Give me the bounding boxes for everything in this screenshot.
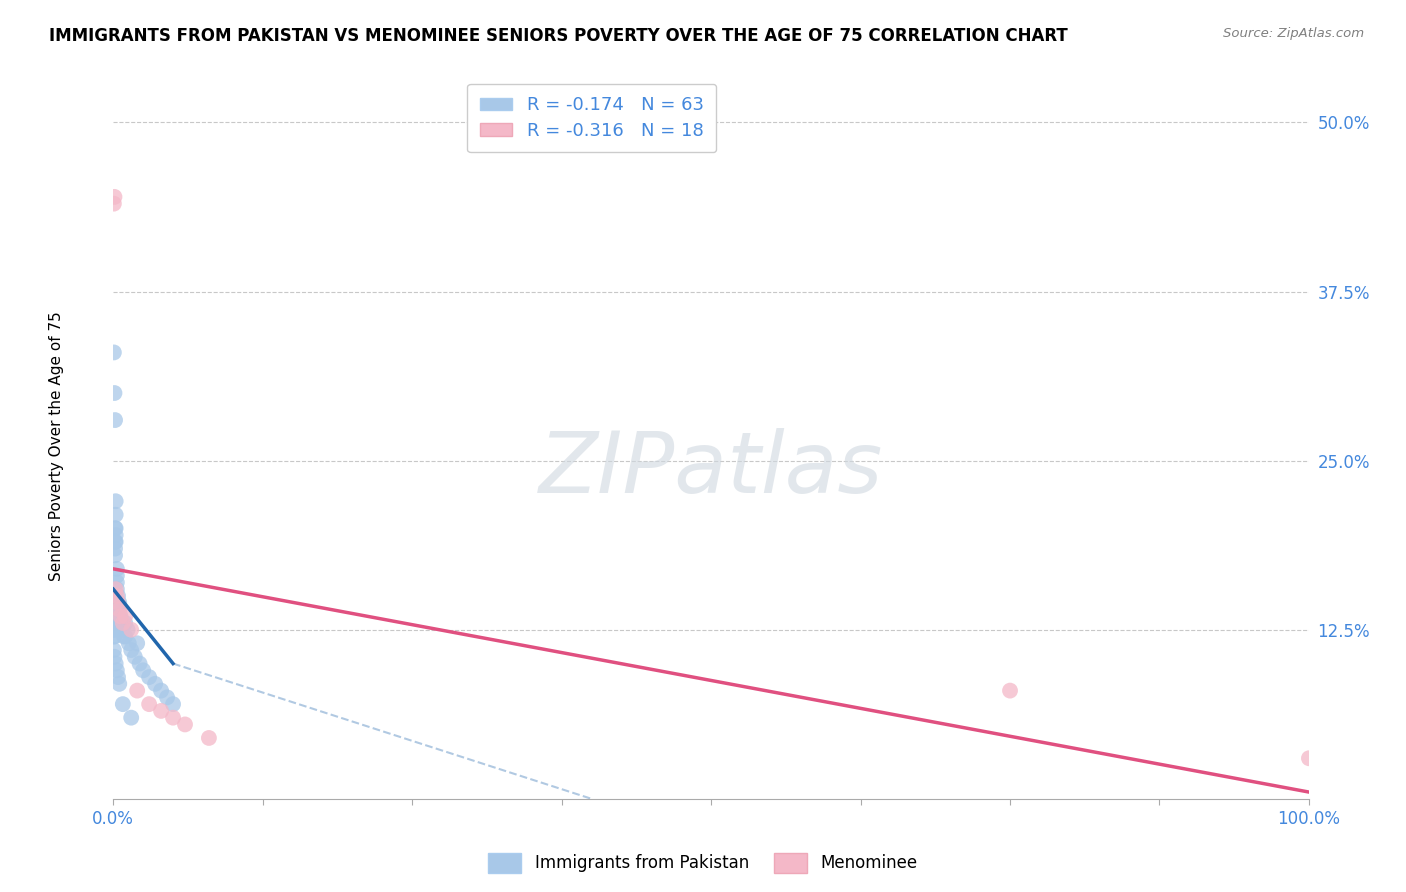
Point xyxy=(128,657,150,671)
Point xyxy=(998,683,1021,698)
Point xyxy=(104,534,127,549)
Point xyxy=(103,602,125,616)
Point xyxy=(103,596,125,610)
Point xyxy=(104,521,127,535)
Point xyxy=(103,615,125,630)
Point xyxy=(120,623,142,637)
Legend: R = -0.174   N = 63, R = -0.316   N = 18: R = -0.174 N = 63, R = -0.316 N = 18 xyxy=(467,84,716,153)
Point xyxy=(114,615,136,630)
Point xyxy=(104,494,127,508)
Text: Source: ZipAtlas.com: Source: ZipAtlas.com xyxy=(1223,27,1364,40)
Point xyxy=(108,596,131,610)
Point xyxy=(105,663,128,677)
Point xyxy=(138,697,160,711)
Point xyxy=(103,190,125,204)
Point xyxy=(107,589,129,603)
Point xyxy=(103,609,125,624)
Point xyxy=(104,508,127,522)
Point xyxy=(107,670,129,684)
Point xyxy=(103,630,125,644)
Point xyxy=(108,602,131,616)
Point xyxy=(111,615,134,630)
Point xyxy=(104,541,127,556)
Point xyxy=(111,623,134,637)
Point xyxy=(103,643,125,657)
Point xyxy=(162,711,184,725)
Point xyxy=(111,615,134,630)
Point xyxy=(114,609,136,624)
Point xyxy=(103,623,125,637)
Point xyxy=(150,704,173,718)
Point xyxy=(103,596,125,610)
Point xyxy=(162,697,184,711)
Point xyxy=(111,697,134,711)
Point xyxy=(124,649,146,664)
Point xyxy=(103,196,125,211)
Point xyxy=(108,677,131,691)
Point xyxy=(132,663,155,677)
Point xyxy=(118,636,141,650)
Point xyxy=(120,711,142,725)
Point xyxy=(105,582,128,596)
Point xyxy=(103,345,125,359)
Point xyxy=(104,413,127,427)
Point xyxy=(108,602,131,616)
Point xyxy=(105,562,128,576)
Point xyxy=(117,623,139,637)
Point xyxy=(107,596,129,610)
Point xyxy=(104,657,127,671)
Point xyxy=(107,596,129,610)
Point xyxy=(114,630,136,644)
Point xyxy=(150,683,173,698)
Point xyxy=(138,670,160,684)
Point xyxy=(111,623,134,637)
Point xyxy=(120,643,142,657)
Point xyxy=(110,615,132,630)
Point xyxy=(103,589,125,603)
Point xyxy=(103,602,125,616)
Point xyxy=(110,609,132,624)
Point xyxy=(143,677,166,691)
Text: ZIPatlas: ZIPatlas xyxy=(538,427,883,510)
Point xyxy=(108,609,131,624)
Point xyxy=(104,534,127,549)
Point xyxy=(1298,751,1320,765)
Point xyxy=(103,649,125,664)
Point xyxy=(156,690,179,705)
Point xyxy=(103,615,125,630)
Point xyxy=(198,731,221,745)
Point xyxy=(105,568,128,582)
Point xyxy=(112,630,135,644)
Point xyxy=(104,521,127,535)
Point xyxy=(103,630,125,644)
Point xyxy=(107,602,129,616)
Point xyxy=(127,683,149,698)
Point xyxy=(104,549,127,563)
Point xyxy=(103,623,125,637)
Point xyxy=(104,528,127,542)
Point xyxy=(105,589,128,603)
Point xyxy=(103,609,125,624)
Point xyxy=(105,575,128,590)
Point xyxy=(174,717,197,731)
Point xyxy=(104,582,127,596)
Point xyxy=(103,386,125,401)
Point xyxy=(127,636,149,650)
Point xyxy=(110,609,132,624)
Text: IMMIGRANTS FROM PAKISTAN VS MENOMINEE SENIORS POVERTY OVER THE AGE OF 75 CORRELA: IMMIGRANTS FROM PAKISTAN VS MENOMINEE SE… xyxy=(49,27,1069,45)
Legend: Immigrants from Pakistan, Menominee: Immigrants from Pakistan, Menominee xyxy=(481,847,925,880)
Text: Seniors Poverty Over the Age of 75: Seniors Poverty Over the Age of 75 xyxy=(49,311,63,581)
